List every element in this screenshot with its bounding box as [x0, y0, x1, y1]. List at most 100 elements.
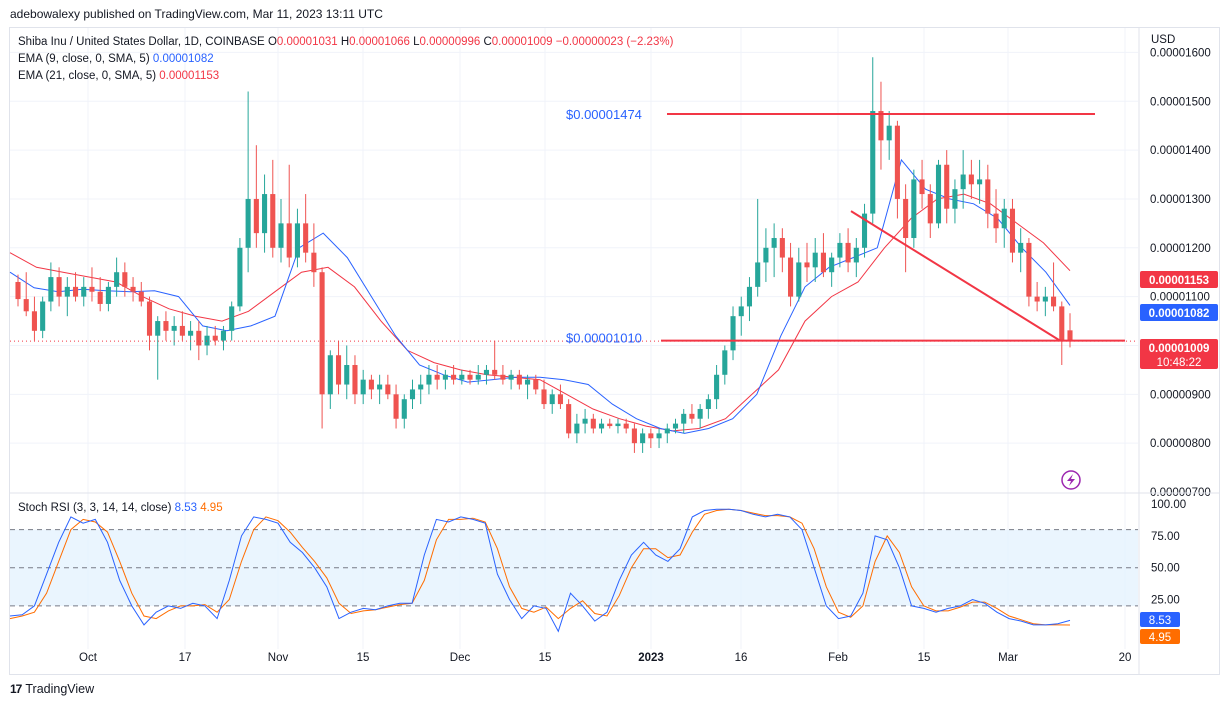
level-annotation: $0.00001474 [566, 107, 642, 122]
candle-body [426, 374, 432, 385]
candle-body [640, 433, 646, 444]
price-tag-label: 0.00001009 [1149, 343, 1210, 355]
candle-body [56, 277, 62, 297]
candle-body [89, 286, 95, 292]
candle-body [763, 247, 769, 263]
stoch-value-label: 4.95 [1149, 632, 1171, 644]
candle-body [566, 404, 572, 434]
candle-body [557, 394, 563, 405]
candle-body [122, 272, 128, 287]
candle-body [812, 252, 818, 268]
stoch-tick-label: 25.00 [1151, 595, 1180, 607]
ema9-row: EMA (9, close, 0, SMA, 5) 0.00001082 [18, 51, 673, 68]
symbol-row: Shiba Inu / United States Dollar, 1D, CO… [18, 34, 673, 51]
candle-body [968, 174, 974, 185]
candle-body [845, 242, 851, 263]
price-tick-label: 0.00001200 [1150, 243, 1211, 255]
candle-body [1042, 296, 1048, 302]
flash-icon[interactable] [1061, 470, 1081, 490]
candle-body [664, 428, 670, 434]
candle-body [138, 291, 144, 302]
tradingview-footer[interactable]: 17 TradingView [10, 682, 94, 696]
price-tick-label: 0.00000800 [1150, 438, 1211, 450]
candle-body [903, 198, 909, 239]
candle-body [442, 374, 448, 380]
candle-body [829, 257, 835, 273]
trend-line [850, 210, 1061, 342]
candle-body [697, 408, 703, 419]
candle-body [146, 301, 153, 336]
candle-body [286, 223, 292, 258]
candle-body [377, 384, 383, 390]
candle-body [1018, 242, 1024, 253]
stoch-k-path [9, 508, 1071, 633]
time-axis: Oct 17 Nov 15 Dec 15 2023 16 Feb 15 Mar 20 [79, 652, 1131, 664]
ohlc-value: 0.00001009 [491, 36, 553, 48]
currency-label[interactable]: USD [1151, 34, 1176, 46]
candle-body [278, 223, 284, 248]
stoch-d-value: 4.95 [200, 502, 223, 514]
ema9-label: EMA (9, close, 0, SMA, 5) [18, 53, 150, 65]
candle-body [220, 330, 227, 341]
candle-body [755, 262, 761, 287]
ema21-label: EMA (21, close, 0, SMA, 5) [18, 70, 157, 82]
candle-body [483, 369, 490, 375]
tradingview-logo-icon: 17 [10, 682, 22, 696]
price-tag [1140, 271, 1218, 288]
candle-body [746, 286, 753, 307]
price-tick-label: 0.00000900 [1150, 389, 1211, 401]
candle-body [237, 247, 243, 307]
candle-body [48, 277, 54, 302]
ohlc-value: 0.00001066 [349, 36, 410, 48]
price-tag [1140, 339, 1218, 369]
candle-body [368, 379, 374, 390]
candle-body [796, 262, 802, 297]
candle-body [598, 423, 605, 429]
candle-body [64, 286, 70, 297]
candle-body [714, 374, 720, 400]
candle-body [656, 433, 662, 439]
candle-body [582, 418, 588, 424]
flash-icon-glyph [1067, 474, 1075, 486]
candle-body [105, 286, 111, 304]
candle-body [188, 330, 194, 336]
candle-body [401, 399, 407, 419]
candle-body [541, 389, 547, 405]
change-value: −0.00000023 (−2.23%) [555, 36, 674, 48]
candle-body [820, 252, 826, 273]
candle-body [155, 321, 161, 336]
time-tick-label: 20 [1119, 652, 1132, 664]
ohlc-key: O [267, 36, 277, 48]
ema9-path [9, 158, 1071, 434]
candle-body [319, 272, 325, 395]
stoch-lines [9, 508, 1071, 633]
candle-body [179, 325, 185, 336]
candle-body [508, 374, 514, 380]
candle-body [779, 238, 785, 258]
candle-body [467, 374, 473, 380]
time-tick-label: Feb [828, 652, 848, 664]
candle-body [853, 247, 859, 263]
candle-body [944, 164, 950, 209]
time-tick-label: 15 [918, 652, 931, 664]
candle-body [253, 198, 259, 234]
candle-body [804, 262, 810, 268]
candle-body [229, 306, 235, 331]
ema9-value: 0.00001082 [152, 53, 214, 65]
candle-body [886, 125, 892, 141]
candle-body [492, 369, 498, 375]
candle-body [1001, 208, 1007, 229]
price-tag-label: 0.00001153 [1149, 275, 1209, 287]
ema21-row: EMA (21, close, 0, SMA, 5) 0.00001153 [18, 68, 673, 85]
candle-body [196, 330, 202, 346]
candle-body [1067, 330, 1073, 342]
candle-body [516, 374, 522, 385]
candle-body [114, 272, 120, 287]
candle-body [985, 179, 991, 214]
candle-body [81, 286, 87, 297]
candle-body [631, 428, 637, 444]
time-tick-label: 16 [735, 652, 748, 664]
candle-body [270, 194, 276, 248]
candle-body [344, 365, 350, 385]
